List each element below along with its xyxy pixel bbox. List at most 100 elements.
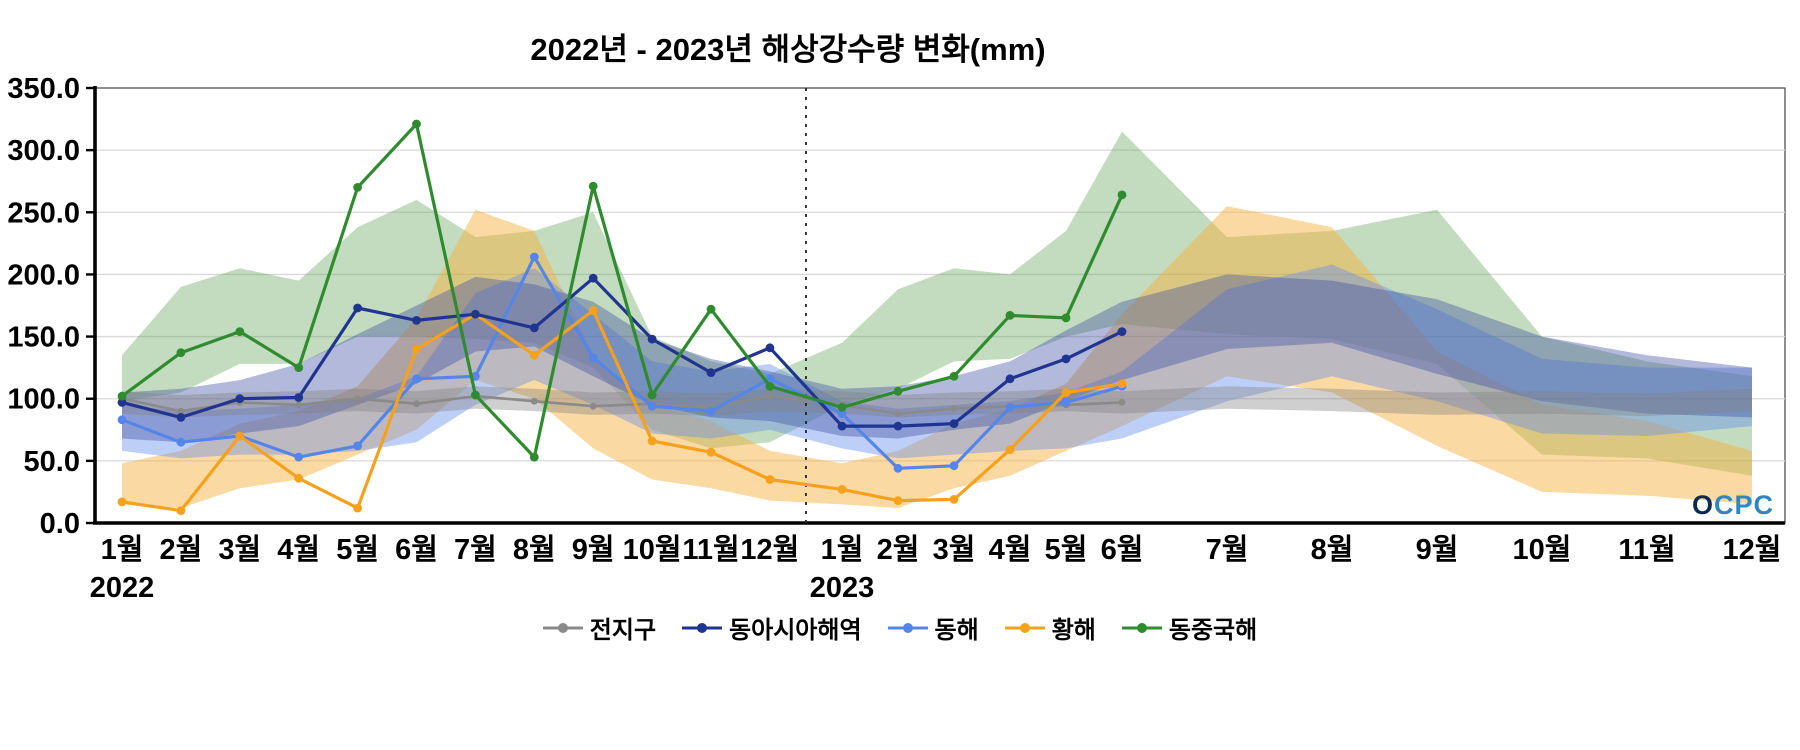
line-동아시아해역 — [120, 276, 1124, 428]
legend-marker-icon — [887, 622, 928, 633]
band-황해 — [122, 206, 1752, 509]
y-tick-label: 150.0 — [7, 322, 80, 354]
band-전지구 — [122, 386, 1752, 418]
legend-label: 동아시아해역 — [729, 617, 862, 644]
legend-item-동해: 동해 — [887, 610, 979, 645]
point-황해 — [706, 447, 716, 457]
x-tick-label: 6월 — [1101, 533, 1144, 566]
point-동아시아해역 — [176, 413, 186, 422]
line-동중국해 — [120, 122, 1124, 459]
point-전지구 — [1118, 399, 1126, 406]
point-황해 — [1005, 445, 1015, 455]
legend-marker-icon — [1004, 622, 1045, 633]
point-동아시아해역 — [706, 368, 716, 377]
point-동중국해 — [235, 327, 245, 336]
point-전지구 — [950, 405, 958, 413]
point-황해 — [1117, 379, 1127, 389]
point-동해 — [176, 437, 186, 447]
x-tick-label: 1월 — [821, 533, 864, 566]
point-전지구 — [894, 410, 902, 417]
point-동아시아해역 — [471, 309, 480, 319]
point-황해 — [765, 475, 775, 484]
x-tick-label: 11월 — [1618, 533, 1675, 566]
point-황해 — [893, 496, 903, 505]
point-동해 — [294, 452, 304, 462]
point-황해 — [235, 431, 245, 441]
point-동해 — [588, 353, 598, 363]
y-tick-label: 200.0 — [7, 259, 80, 291]
legend-marker-icon — [542, 622, 583, 633]
point-황해 — [837, 485, 847, 494]
point-황해 — [949, 495, 959, 504]
point-동중국해 — [294, 363, 304, 372]
point-동아시아해역 — [529, 323, 539, 333]
watermark-layer: OCPC — [1692, 490, 1773, 520]
point-동아시아해역 — [893, 421, 903, 431]
point-동아시아해역 — [1005, 374, 1015, 384]
point-동중국해 — [949, 371, 959, 381]
point-황해 — [117, 497, 127, 507]
point-동아시아해역 — [235, 394, 245, 404]
year-label: 2023 — [810, 572, 875, 604]
x-tick-label: 10월 — [623, 533, 682, 566]
y-tick-label: 250.0 — [7, 197, 80, 229]
point-동해 — [1061, 398, 1071, 407]
point-동중국해 — [1061, 313, 1071, 323]
y-tick-label: 0.0 — [40, 508, 80, 540]
point-동중국해 — [706, 304, 716, 314]
x-tick-label: 9월 — [572, 533, 615, 566]
point-황해 — [1061, 388, 1071, 397]
point-동중국해 — [471, 390, 480, 400]
band-동해 — [122, 264, 1752, 459]
point-전지구 — [354, 395, 361, 403]
x-tick-label: 3월 — [218, 533, 261, 566]
legend-label: 황해 — [1051, 617, 1096, 644]
legend-label: 동해 — [934, 617, 979, 644]
band-동아시아해역 — [122, 274, 1752, 443]
point-동중국해 — [893, 386, 903, 396]
legend-item-동아시아해역: 동아시아해역 — [682, 610, 862, 645]
point-동중국해 — [117, 391, 127, 401]
point-동중국해 — [1117, 190, 1127, 200]
legend: 전지구 동아시아해역 동해 황해 동중국해 — [0, 610, 1800, 645]
point-동중국해 — [647, 390, 657, 400]
line-동해 — [120, 255, 1124, 470]
point-동아시아해역 — [117, 398, 127, 407]
point-전지구 — [530, 397, 538, 405]
line-전지구 — [120, 394, 1124, 415]
x-tick-label: 8월 — [513, 533, 556, 566]
point-동아시아해역 — [412, 316, 421, 325]
point-동중국해 — [1005, 311, 1015, 320]
point-동해 — [706, 406, 716, 416]
legend-label: 전지구 — [589, 617, 657, 644]
legend-item-동중국해: 동중국해 — [1121, 610, 1257, 645]
point-동해 — [1005, 403, 1015, 412]
x-tick-label: 9월 — [1416, 533, 1459, 566]
x-tick-label: 4월 — [277, 533, 320, 566]
point-동아시아해역 — [949, 419, 959, 428]
point-황해 — [647, 436, 657, 446]
point-전지구 — [295, 401, 303, 409]
point-동해 — [412, 374, 421, 384]
x-tick-label: 5월 — [1045, 533, 1088, 566]
point-동해 — [949, 461, 959, 471]
x-tick-label: 8월 — [1311, 533, 1354, 566]
x-tick-label: 3월 — [933, 533, 976, 566]
x-tick-label: 12월 — [1723, 533, 1782, 566]
point-동해 — [353, 441, 362, 451]
y-tick-label: 350.0 — [7, 73, 80, 105]
y-tick-label: 300.0 — [7, 135, 80, 167]
point-동중국해 — [529, 452, 539, 462]
point-황해 — [176, 506, 186, 515]
point-동중국해 — [176, 348, 186, 358]
x-tick-label: 2월 — [159, 533, 202, 566]
point-전지구 — [589, 402, 597, 410]
x-tick-label: 7월 — [454, 533, 497, 566]
point-황해 — [353, 503, 362, 513]
point-동아시아해역 — [765, 343, 775, 353]
point-동해 — [647, 401, 657, 411]
x-tick-label: 2월 — [877, 533, 920, 566]
point-전지구 — [177, 407, 185, 415]
